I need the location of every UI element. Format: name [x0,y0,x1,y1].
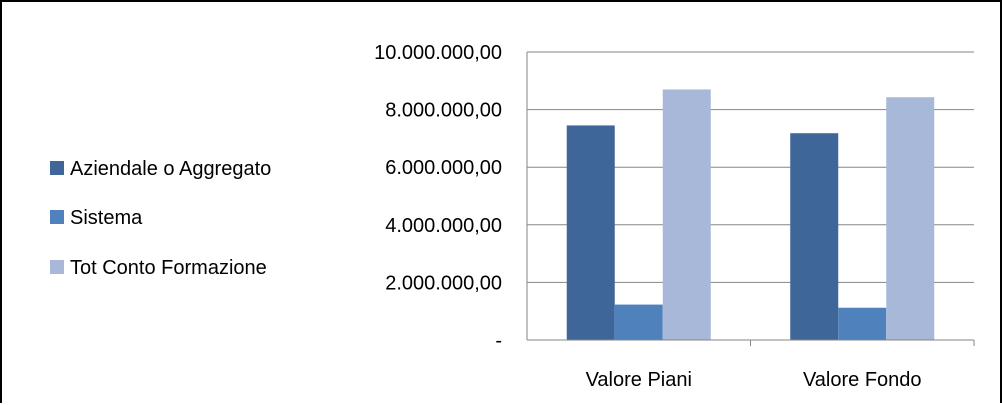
bar-aziendale-o-aggregato-0 [566,125,615,340]
legend-label: Tot Conto Formazione [70,257,267,279]
legend-swatch [50,210,64,224]
x-axis-category-labels: Valore Piani Valore Fondo [586,369,922,391]
y-tick-label: - [495,330,502,352]
y-tick-label: 2.000.000,00 [385,272,502,294]
legend-label: Aziendale o Aggregato [70,158,271,180]
bar-sistema-1 [838,307,887,340]
y-tick-label: 8.000.000,00 [385,100,502,122]
legend-label: Sistema [70,207,143,229]
bar-tot-conto-formazione-1 [886,97,935,340]
axes [526,52,975,346]
x-category-label: Valore Fondo [803,369,922,391]
y-axis-tick-labels: - 2.000.000,00 4.000.000,00 6.000.000,00 8.0… [374,42,502,352]
x-category-label: Valore Piani [586,369,692,391]
y-tick-label: 6.000.000,00 [385,157,502,179]
bar-aziendale-o-aggregato-1 [790,133,839,340]
bars [566,89,935,340]
legend: Aziendale o Aggregato Sistema Tot Conto Fo… [50,158,271,279]
y-tick-label: 4.000.000,00 [385,215,502,237]
bar-sistema-0 [614,304,663,340]
legend-swatch [50,161,64,175]
bar-tot-conto-formazione-0 [662,89,711,340]
legend-swatch [50,260,64,274]
y-tick-label: 10.000.000,00 [374,42,502,64]
